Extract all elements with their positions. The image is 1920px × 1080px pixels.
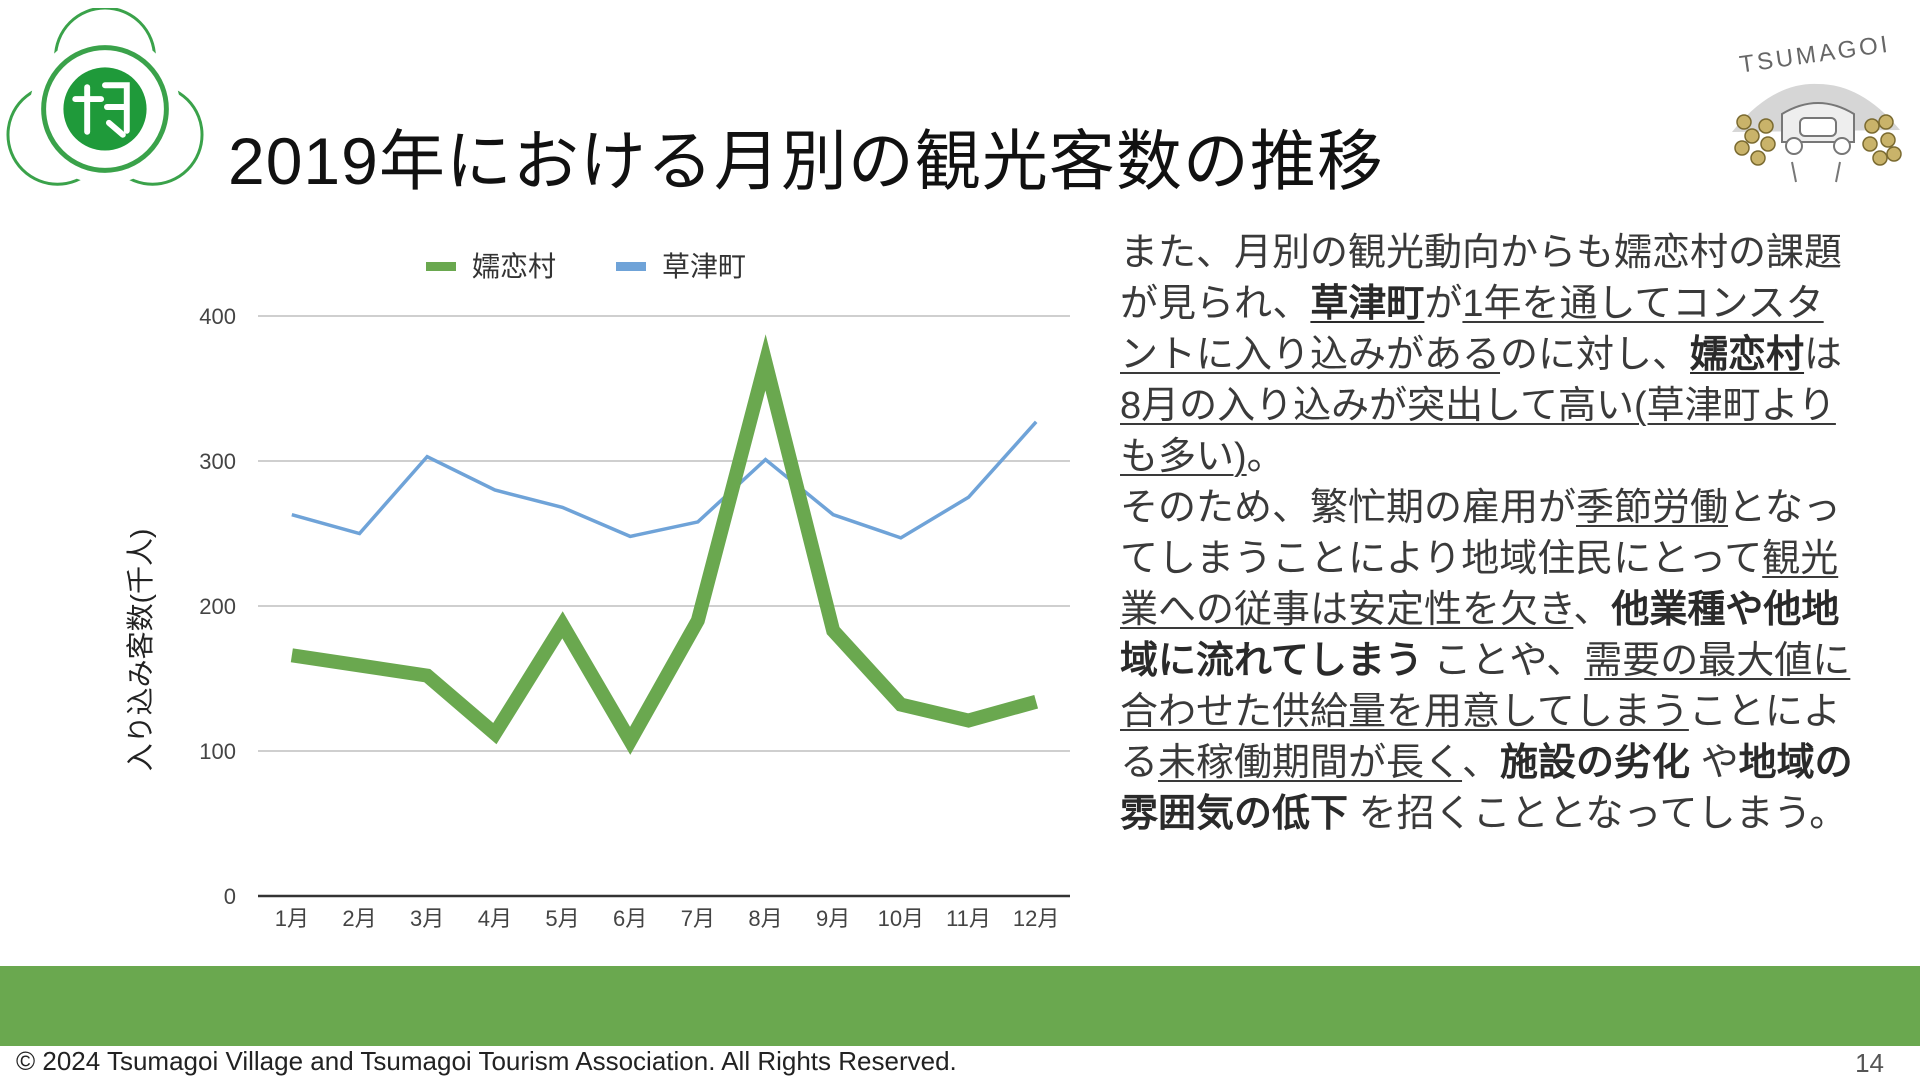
x-tick-label: 3月 (410, 906, 444, 931)
x-tick-label: 10月 (878, 906, 924, 931)
village-emblem-logo (6, 8, 204, 186)
text-segment: となってしまうことにより地域住民にとって (1120, 487, 1841, 580)
series-line-tsumagoi (290, 334, 1039, 755)
y-tick-label: 200 (199, 594, 236, 619)
text-segment: 施設の劣化 (1500, 742, 1691, 784)
x-tick-label: 1月 (275, 906, 309, 931)
y-axis-label: 入り込み客数(千人) (125, 529, 156, 772)
text-segment: ことや、 (1422, 640, 1585, 682)
y-tick-label: 300 (199, 449, 236, 474)
legend-swatch-tsumagoi (426, 262, 456, 271)
x-tick-label: 2月 (342, 906, 376, 931)
tsumagoi-logo-text: TSUMAGOI (1738, 31, 1892, 79)
text-segment: 未稼働期間が長く (1158, 742, 1463, 784)
series-line-kusatsu (291, 420, 1038, 540)
text-segment: 、 (1462, 742, 1501, 784)
text-segment: が (1424, 283, 1463, 325)
text-segment: 嬬恋村 (1690, 334, 1805, 376)
text-segment: ことによる (1120, 691, 1841, 784)
x-tick-label: 4月 (478, 906, 512, 931)
chart-legend: 嬬恋村 草津町 (426, 251, 746, 282)
text-segment: 1年を通してコンスタントに入り込みがある (1120, 283, 1824, 376)
analysis-paragraph-1: また、月別の観光動向からも嬬恋村の課題が見られ、草津町が1年を通してコンスタント… (1120, 228, 1860, 483)
legend-label-kusatsu: 草津町 (662, 251, 746, 282)
text-segment: 季節労働 (1576, 487, 1729, 529)
x-tick-label: 12月 (1013, 906, 1059, 931)
analysis-text-block: また、月別の観光動向からも嬬恋村の課題が見られ、草津町が1年を通してコンスタント… (1120, 228, 1860, 840)
page-number: 14 (1855, 1048, 1884, 1078)
text-segment: は (1804, 334, 1843, 376)
y-tick-label: 100 (199, 739, 236, 764)
x-tick-label: 9月 (816, 906, 850, 931)
x-tick-label: 6月 (613, 906, 647, 931)
legend-swatch-kusatsu (616, 262, 646, 271)
text-segment: 地域の雰囲気の低下 (1120, 742, 1853, 835)
text-segment: 8月の入り込みが突出して高い(草津町よりも多い) (1120, 385, 1836, 478)
footer-band (0, 966, 1920, 1046)
text-segment: 需要の最大値に合わせた供給量を用意してしまう (1120, 640, 1851, 733)
text-segment: を招くこととなってしまう。 (1348, 793, 1848, 835)
text-segment: 他業種や他地域に流れてしまう (1120, 589, 1840, 682)
text-segment: 観光業への従事は安定性を欠き (1120, 538, 1839, 631)
x-tick-label: 7月 (681, 906, 715, 931)
text-segment: 。 (1246, 436, 1285, 478)
x-tick-label: 11月 (946, 906, 991, 931)
text-segment: 草津町 (1310, 283, 1425, 325)
text-segment: 、 (1573, 589, 1612, 631)
x-tick-label: 8月 (748, 906, 782, 931)
text-segment: そのため、繁忙期の雇用が (1120, 487, 1577, 529)
legend-label-tsumagoi: 嬬恋村 (472, 251, 556, 282)
tsumagoi-brand-logo: TSUMAGOI (1732, 31, 1902, 183)
text-segment: のに対し、 (1500, 334, 1691, 376)
slide-title: 2019年における月別の観光客数の推移 (228, 124, 1384, 198)
x-tick-label: 5月 (545, 906, 579, 931)
monthly-visitors-line-chart: 嬬恋村 草津町 入り込み客数(千人) 0 100 200 300 400 1月 2月 3月 4… (125, 251, 1070, 931)
y-tick-label: 0 (224, 884, 236, 909)
text-segment: や (1690, 742, 1739, 784)
text-segment: また、月別の観光動向からも嬬恋村の課題が見られ、 (1120, 232, 1843, 325)
copyright-footer: © 2024 Tsumagoi Village and Tsumagoi Tou… (16, 1046, 957, 1076)
y-tick-label: 400 (199, 304, 236, 329)
analysis-paragraph-2: そのため、繁忙期の雇用が季節労働となってしまうことにより地域住民にとって観光業へ… (1120, 483, 1860, 840)
